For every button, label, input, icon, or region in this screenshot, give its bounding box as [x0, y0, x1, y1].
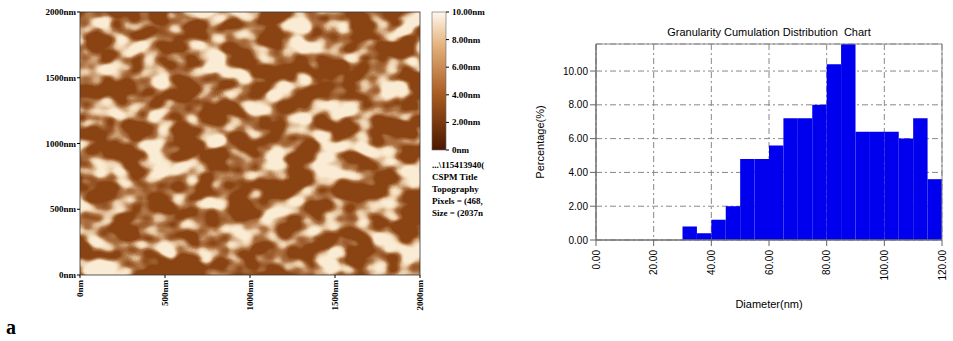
svg-text:...\115413940(: ...\115413940(: [432, 160, 484, 170]
svg-text:20.00: 20.00: [648, 250, 659, 275]
svg-text:60.00: 60.00: [764, 250, 775, 275]
svg-text:4.00nm: 4.00nm: [452, 90, 481, 100]
svg-text:2.00nm: 2.00nm: [452, 117, 481, 127]
svg-text:2000nm: 2000nm: [45, 7, 76, 17]
svg-text:1000nm: 1000nm: [245, 280, 255, 311]
svg-text:100.00: 100.00: [879, 250, 890, 281]
svg-text:0nm: 0nm: [452, 145, 470, 155]
svg-text:1000nm: 1000nm: [45, 139, 76, 149]
svg-text:80.00: 80.00: [821, 250, 832, 275]
svg-text:Pixels = (468,: Pixels = (468,: [432, 196, 483, 206]
svg-text:8.00nm: 8.00nm: [452, 35, 481, 45]
svg-text:0.00: 0.00: [569, 235, 589, 246]
svg-text:6.00nm: 6.00nm: [452, 62, 481, 72]
svg-text:40.00: 40.00: [706, 250, 717, 275]
svg-text:10.00: 10.00: [563, 66, 588, 77]
svg-text:500nm: 500nm: [50, 204, 77, 214]
svg-text:Topography: Topography: [432, 184, 479, 194]
svg-text:2000nm: 2000nm: [415, 280, 425, 311]
svg-text:1500nm: 1500nm: [330, 280, 340, 311]
svg-text:1500nm: 1500nm: [45, 73, 76, 83]
svg-text:4.00: 4.00: [569, 167, 589, 178]
svg-text:0.00: 0.00: [591, 250, 602, 270]
svg-text:a: a: [6, 316, 16, 338]
svg-text:6.00: 6.00: [569, 133, 589, 144]
svg-text:CSPM Title: CSPM Title: [432, 172, 477, 182]
svg-text:10.00nm: 10.00nm: [452, 7, 485, 17]
svg-text:Percentage(%): Percentage(%): [534, 105, 546, 178]
svg-text:8.00: 8.00: [569, 99, 589, 110]
html-text:Granularity Cumulation Distrib: Granularity Cumulation Distribution Char…: [667, 26, 871, 38]
svg-text:Diameter(nm): Diameter(nm): [735, 298, 802, 310]
svg-text:0nm: 0nm: [59, 270, 77, 280]
svg-text:0nm: 0nm: [75, 280, 85, 298]
svg-text:2.00: 2.00: [569, 201, 589, 212]
svg-text:500nm: 500nm: [160, 280, 170, 307]
svg-text:120.00: 120.00: [937, 250, 948, 281]
svg-text:Size = (2037n: Size = (2037n: [432, 208, 483, 218]
